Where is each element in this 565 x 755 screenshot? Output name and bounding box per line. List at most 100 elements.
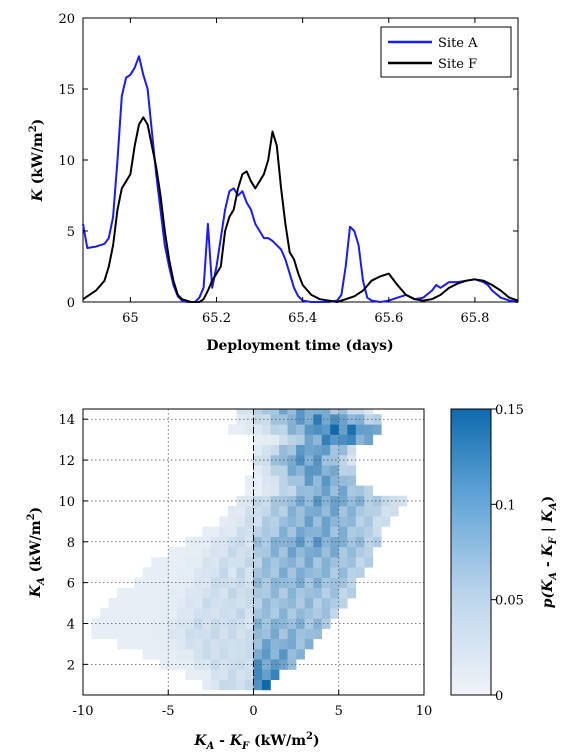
heatmap-cell [254, 486, 263, 497]
heatmap-cell [296, 527, 305, 538]
heatmap-cell [313, 557, 322, 568]
heatmap-cell [109, 598, 118, 609]
heatmap-cell [177, 608, 186, 619]
colorbar-tick-label: 0.15 [495, 403, 524, 418]
heatmap-cell [288, 557, 297, 568]
heatmap-cell [262, 639, 271, 650]
heatmap-cell [373, 424, 382, 435]
heatmap-cell [254, 516, 263, 527]
heatmap-cell [339, 527, 348, 538]
heatmap-cell [168, 608, 177, 619]
heatmap-cell [211, 670, 220, 681]
heatmap-cell [279, 608, 288, 619]
heatmap-cell [313, 424, 322, 435]
heatmap-cell [330, 516, 339, 527]
heatmap-cell [356, 567, 365, 578]
heatmap-cell [271, 486, 280, 497]
y-tick-label: 5 [67, 225, 75, 240]
heatmap-cell [254, 537, 263, 548]
heatmap-cell [279, 547, 288, 558]
heatmap-cell [305, 547, 314, 558]
heatmap-cell [254, 465, 263, 476]
heatmap-cell [211, 608, 220, 619]
heatmap-cell [160, 588, 169, 599]
heatmap-cell [185, 608, 194, 619]
heatmap-cell [356, 557, 365, 568]
heatmap-cell [296, 465, 305, 476]
heatmap-cell [237, 639, 246, 650]
heatmap-cell [262, 629, 271, 640]
heatmap-cell [296, 567, 305, 578]
heatmap-cell [254, 639, 263, 650]
heatmap-cell [305, 465, 314, 476]
heatmap-cell [160, 567, 169, 578]
heatmap-cell [271, 557, 280, 568]
heatmap-cell [194, 608, 203, 619]
x-tick-label: 65.2 [202, 311, 231, 326]
heatmap-cell [296, 639, 305, 650]
heatmap-cell [194, 670, 203, 681]
x-tick-label: 0 [249, 704, 257, 719]
heatmap-cell [262, 516, 271, 527]
heatmap-cell [245, 547, 254, 558]
y-tick-label: 8 [67, 536, 75, 551]
heatmap-chart: -10 -5 0 5 10 2468101214 KA - KF (kW/m2) KA … [26, 403, 559, 752]
heatmap-cell [185, 639, 194, 650]
heatmap-cell [134, 588, 143, 599]
heatmap-cell [279, 598, 288, 609]
heatmap-cell [245, 409, 254, 414]
heatmap-cell [143, 629, 152, 640]
y-axis-label-symbol: K [30, 188, 46, 202]
heatmap-cell [202, 567, 211, 578]
heatmap-cell [279, 516, 288, 527]
heatmap-cell [185, 547, 194, 558]
heatmap-cell [194, 629, 203, 640]
heatmap-cell [185, 598, 194, 609]
heatmap-cell [313, 516, 322, 527]
heatmap-cell [134, 608, 143, 619]
heatmap-cell [202, 670, 211, 681]
heatmap-cell [237, 409, 246, 414]
heatmap-cell [117, 639, 126, 650]
heatmap-cell [313, 537, 322, 548]
heatmap-cell [194, 567, 203, 578]
heatmap-cell [305, 435, 314, 446]
heatmap-cell [288, 445, 297, 456]
heatmap-cell [339, 567, 348, 578]
x-tick-label: 65 [122, 311, 139, 326]
heatmap-cell [339, 465, 348, 476]
heatmap-cell [347, 516, 356, 527]
heatmap-cell [305, 424, 314, 435]
heatmap-cell [228, 629, 237, 640]
heatmap-cell [262, 680, 271, 691]
heatmap-cell [237, 680, 246, 691]
heatmap-cell [288, 475, 297, 486]
heatmap-cell [373, 527, 382, 538]
heatmap-cell [313, 414, 322, 425]
heatmap-cell [254, 629, 263, 640]
heatmap-cell [228, 506, 237, 517]
heatmap-cell [219, 629, 228, 640]
heatmap-cell [347, 435, 356, 446]
heatmap-cell [202, 639, 211, 650]
heatmap-cell [177, 629, 186, 640]
heatmap-cell [211, 598, 220, 609]
heatmap-cell [356, 409, 365, 414]
heatmap-cell [185, 557, 194, 568]
heatmap-cell [254, 445, 263, 456]
heatmap-cell [211, 567, 220, 578]
heatmap-cell [305, 608, 314, 619]
heatmap-cell [262, 567, 271, 578]
heatmap-cell [330, 475, 339, 486]
heatmap-cell [151, 629, 160, 640]
heatmap-cell [381, 506, 390, 517]
heatmap-cell [126, 629, 135, 640]
heatmap-cell [339, 409, 348, 414]
heatmap-cell [262, 547, 271, 558]
heatmap-cell [364, 547, 373, 558]
heatmap-cell [160, 598, 169, 609]
heatmap-cell [330, 424, 339, 435]
heatmap-cell [279, 527, 288, 538]
heatmap-cell [228, 670, 237, 681]
